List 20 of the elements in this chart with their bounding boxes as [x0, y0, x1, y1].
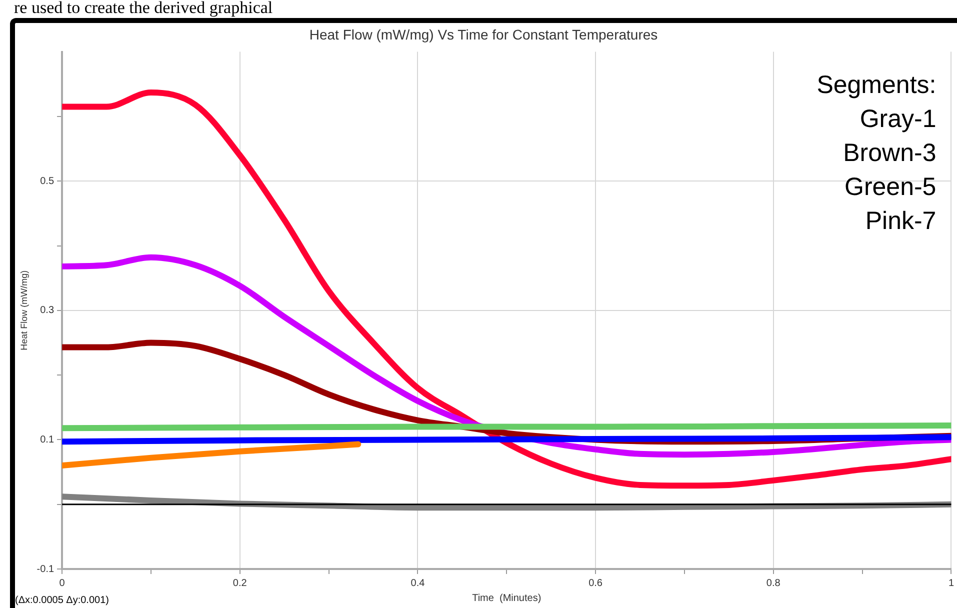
annotation: Brown-3	[843, 139, 936, 168]
x-tick-label: 0.2	[232, 578, 248, 589]
y-tick-label: 0.3	[40, 305, 54, 316]
annotation: Pink-7	[865, 207, 936, 236]
y-tick-label: -0.1	[36, 564, 54, 575]
x-tick-label: 0.6	[588, 578, 603, 589]
text: re used to create the derived graphical	[14, 0, 273, 18]
annotation: Green-5	[844, 173, 936, 202]
x-tick-label: 1	[948, 578, 954, 589]
x-tick-label: 0.4	[410, 578, 426, 589]
x-axis-title: Time (Minutes)	[472, 592, 542, 604]
annotation: Gray-1	[860, 105, 936, 134]
chart-title: Heat Flow (mW/mg) Vs Time for Constant Temperatures	[309, 26, 658, 42]
y-axis-title: Heat Flow (mW/mg)	[18, 270, 29, 350]
x-tick-label: 0.8	[766, 578, 781, 589]
text: (Δx:0.0005 Δy:0.001)	[15, 594, 109, 606]
annotation: Segments:	[816, 71, 936, 100]
y-tick-label: 0.5	[40, 176, 54, 187]
x-tick-label: 0	[59, 578, 66, 589]
y-tick-label: 0.1	[40, 434, 54, 446]
